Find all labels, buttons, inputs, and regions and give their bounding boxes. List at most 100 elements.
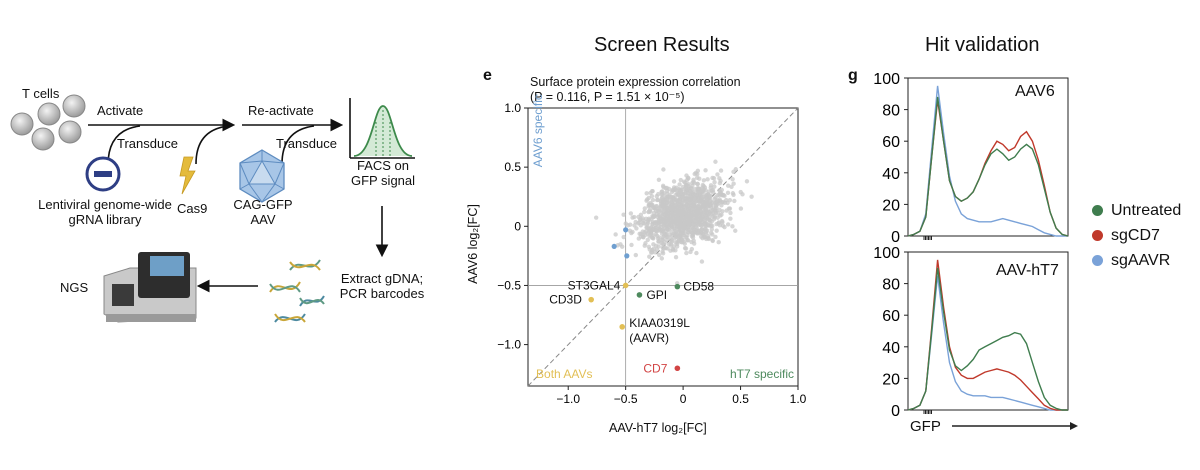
background-point bbox=[627, 222, 633, 227]
background-point bbox=[656, 239, 661, 244]
background-point bbox=[738, 189, 743, 195]
background-point bbox=[719, 218, 725, 224]
aav6-specific-point bbox=[611, 243, 617, 250]
background-point bbox=[685, 175, 691, 181]
histogram-line-untreated bbox=[907, 267, 1068, 411]
background-point bbox=[679, 207, 685, 213]
background-point bbox=[643, 216, 649, 221]
background-point bbox=[673, 192, 678, 198]
panel-letter-e: e bbox=[483, 67, 492, 84]
point-label-cd58: CD58 bbox=[683, 280, 714, 294]
x-tick-label: 0 bbox=[680, 392, 687, 406]
background-point bbox=[647, 247, 652, 252]
background-point bbox=[730, 224, 735, 229]
background-point bbox=[728, 210, 733, 216]
background-point bbox=[695, 209, 700, 214]
background-point bbox=[692, 187, 698, 192]
label-ngs: NGS bbox=[60, 280, 89, 295]
background-point bbox=[661, 212, 666, 218]
legend-marker-sgaavr bbox=[1092, 255, 1103, 266]
background-point bbox=[638, 234, 644, 239]
background-point bbox=[638, 223, 644, 228]
scatter-frame bbox=[527, 107, 799, 387]
background-point bbox=[717, 193, 722, 198]
background-point bbox=[650, 197, 656, 203]
background-point bbox=[651, 246, 656, 252]
background-point bbox=[686, 210, 692, 216]
background-point bbox=[679, 226, 685, 232]
background-point bbox=[671, 179, 677, 184]
background-point bbox=[730, 176, 735, 182]
background-point bbox=[720, 199, 726, 205]
background-point bbox=[697, 186, 703, 191]
y-tick-label: −1.0 bbox=[497, 338, 521, 352]
background-point bbox=[674, 221, 679, 226]
background-point bbox=[677, 182, 682, 187]
histogram-line-sgaavr bbox=[907, 85, 1068, 237]
ngs-sequencer-icon bbox=[103, 252, 197, 323]
aav6-specific-point bbox=[623, 227, 629, 233]
x-tick-label: 1.0 bbox=[790, 392, 807, 406]
background-point bbox=[710, 214, 716, 219]
point-label-kiaa0319l: KIAA0319L bbox=[629, 316, 690, 330]
background-point bbox=[716, 221, 721, 226]
y-tick-label: 100 bbox=[873, 245, 900, 262]
background-point bbox=[703, 214, 708, 219]
background-point bbox=[713, 159, 718, 164]
label-aav: CAG-GFP AAV bbox=[233, 197, 293, 227]
point-st3gal4 bbox=[622, 282, 629, 289]
background-point bbox=[644, 191, 649, 196]
background-point bbox=[749, 194, 754, 199]
background-point bbox=[728, 216, 733, 221]
y-tick-label: 80 bbox=[882, 103, 900, 120]
label-extract: Extract gDNA; PCR barcodes bbox=[339, 271, 425, 301]
background-point bbox=[688, 189, 693, 194]
background-point bbox=[666, 215, 671, 221]
histogram-legend: Untreated sgCD7 sgAAVR bbox=[1092, 198, 1181, 273]
histogram-frame-2 bbox=[907, 251, 1069, 411]
background-point bbox=[738, 206, 744, 211]
background-point bbox=[668, 237, 673, 242]
background-point bbox=[725, 190, 731, 196]
background-point bbox=[645, 197, 650, 202]
gfp-arrowhead-icon bbox=[1070, 422, 1078, 430]
background-point bbox=[688, 229, 694, 235]
background-point bbox=[704, 210, 709, 215]
label-t-cells: T cells bbox=[22, 86, 60, 101]
background-point bbox=[744, 179, 750, 184]
background-point bbox=[656, 217, 662, 222]
quadrant-label-both: Both AAVs bbox=[536, 367, 592, 381]
background-point bbox=[654, 212, 659, 217]
y-tick-label: 60 bbox=[882, 308, 900, 325]
background-point bbox=[664, 188, 670, 193]
point-cd58 bbox=[674, 283, 681, 290]
background-point bbox=[668, 212, 674, 218]
background-point bbox=[709, 227, 715, 232]
background-point bbox=[707, 195, 713, 200]
y-tick-label: 60 bbox=[882, 134, 900, 151]
background-point bbox=[661, 246, 666, 251]
background-point bbox=[709, 230, 714, 236]
histogram-xlabel: GFP bbox=[910, 418, 941, 435]
grna-library-icon bbox=[85, 156, 121, 192]
background-point bbox=[684, 182, 689, 188]
histogram-bottom-label: AAV-hT7 bbox=[996, 262, 1059, 279]
background-point bbox=[634, 226, 639, 231]
background-point bbox=[684, 235, 689, 240]
background-point bbox=[690, 183, 695, 189]
point-gpi bbox=[636, 292, 643, 298]
background-point bbox=[683, 210, 688, 216]
background-point bbox=[630, 215, 635, 220]
background-point bbox=[659, 256, 665, 261]
background-point bbox=[648, 228, 654, 234]
background-point bbox=[688, 249, 693, 255]
background-point bbox=[662, 207, 668, 213]
histogram-line-untreated bbox=[907, 96, 1069, 237]
background-point bbox=[621, 234, 626, 240]
background-point bbox=[633, 252, 639, 258]
background-point bbox=[642, 230, 647, 235]
y-tick-label: 0 bbox=[891, 229, 900, 246]
background-point bbox=[636, 214, 641, 220]
background-point bbox=[668, 243, 674, 248]
